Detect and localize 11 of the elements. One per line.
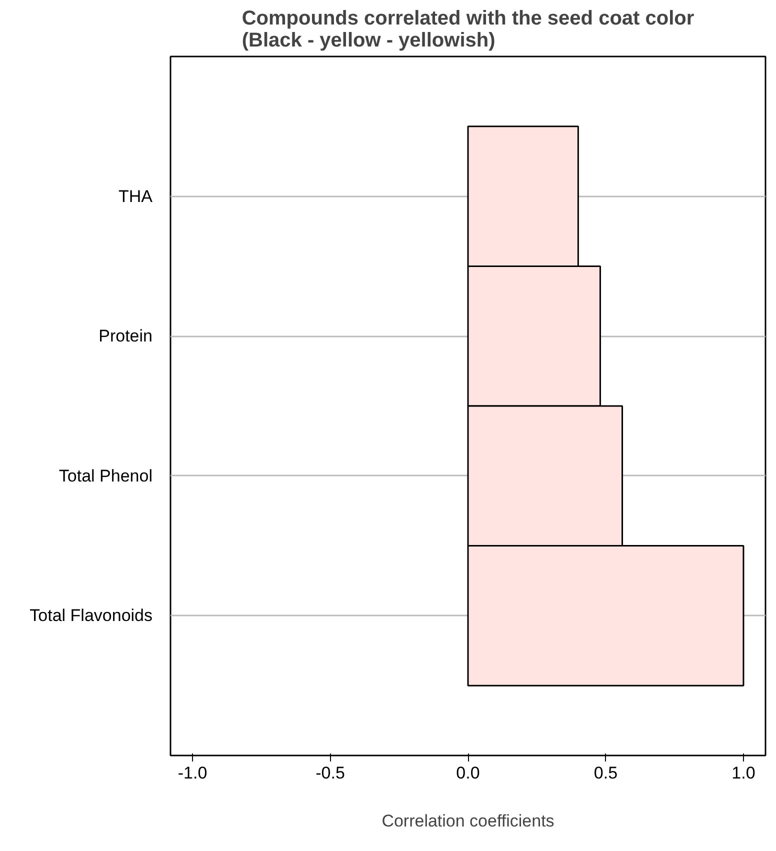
x-tick-label: 0.5 [594,764,618,782]
y-tick-label: Total Phenol [58,466,153,486]
x-tick-label: 0.0 [456,764,480,782]
x-tick-label: -0.5 [316,764,345,782]
chart-title: Compounds correlated with the seed coat color (Black - yellow - yellowish) [242,8,694,52]
y-tick-label: Protein [98,326,153,346]
x-axis-title: Correlation coefficients [382,812,554,830]
y-tick-label: THA [118,186,154,206]
y-tick-label: Total Flavonoids [30,606,152,626]
x-tick-label: 1.0 [732,764,756,782]
x-tick-label: -1.0 [178,764,208,782]
